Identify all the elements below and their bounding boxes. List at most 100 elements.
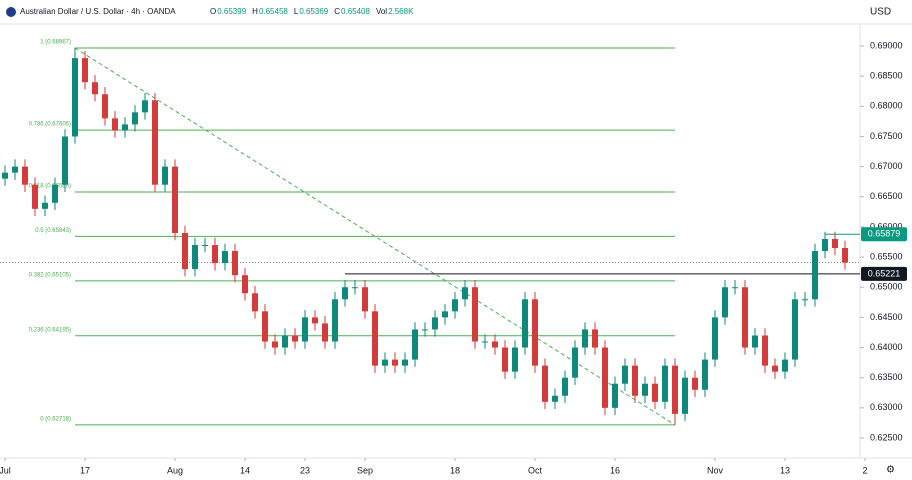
candle-body bbox=[52, 184, 58, 203]
y-tick-label: 0.64000 bbox=[870, 342, 903, 352]
y-tick-label: 0.65000 bbox=[870, 282, 903, 292]
candle-body bbox=[432, 317, 438, 330]
ohlc-key: Vol bbox=[376, 7, 387, 16]
candle-body bbox=[562, 377, 568, 396]
candle-body bbox=[32, 184, 38, 209]
candle-body bbox=[692, 377, 698, 390]
candle-body bbox=[232, 251, 238, 276]
candle-body bbox=[332, 299, 338, 342]
candle-body bbox=[592, 329, 598, 348]
fib-label: 1 (0.68967) bbox=[40, 40, 71, 46]
candle-body bbox=[642, 383, 648, 396]
candle-body bbox=[202, 245, 208, 247]
candle-body bbox=[372, 311, 378, 366]
candle-body bbox=[152, 100, 158, 185]
ohlc-value: 0.65408 bbox=[341, 7, 370, 16]
candle-body bbox=[722, 287, 728, 318]
candle-body bbox=[252, 293, 258, 312]
ohlc-value: 2.568K bbox=[388, 7, 414, 16]
y-tick-label: 0.66500 bbox=[870, 191, 903, 201]
candle-body bbox=[92, 82, 98, 95]
candle-body bbox=[62, 136, 68, 185]
candle-body bbox=[412, 329, 418, 360]
x-tick-label: 16 bbox=[610, 465, 620, 475]
y-tick-label: 0.63000 bbox=[870, 402, 903, 412]
candle-body bbox=[452, 299, 458, 312]
candle-body bbox=[352, 287, 358, 289]
x-tick-label: Jul bbox=[0, 465, 11, 475]
ohlc-key: H bbox=[252, 7, 258, 16]
candle-body bbox=[652, 383, 658, 402]
fib-label: 0.786 (0.67605) bbox=[29, 122, 71, 128]
candle-body bbox=[632, 365, 638, 396]
candle-body bbox=[522, 299, 528, 348]
ohlc-value: 0.65369 bbox=[299, 7, 328, 16]
candle-body bbox=[712, 317, 718, 360]
candle-body bbox=[602, 347, 608, 408]
candle-body bbox=[112, 118, 118, 131]
level-price-box bbox=[861, 266, 907, 281]
candle-body bbox=[482, 341, 488, 343]
candle-body bbox=[12, 166, 18, 173]
candle-body bbox=[782, 359, 788, 372]
candle-body bbox=[2, 172, 8, 179]
candle-body bbox=[132, 112, 138, 125]
candle-body bbox=[752, 335, 758, 348]
x-tick-label: 2 bbox=[862, 465, 867, 475]
candle-body bbox=[392, 359, 398, 366]
ohlc-value: 0.65399 bbox=[217, 7, 246, 16]
candle-body bbox=[812, 251, 818, 300]
y-tick-label: 0.64500 bbox=[870, 312, 903, 322]
level-price-label: 0.65221 bbox=[868, 268, 901, 278]
candle-body bbox=[822, 238, 828, 252]
candle-body bbox=[492, 341, 498, 348]
candle-body bbox=[742, 287, 748, 348]
candle-body bbox=[182, 232, 188, 270]
candle-body bbox=[402, 359, 408, 366]
candle-body bbox=[842, 248, 848, 263]
candle-body bbox=[582, 329, 588, 348]
ohlc-key: C bbox=[334, 7, 340, 16]
candle-body bbox=[162, 166, 168, 185]
y-tick-label: 0.66000 bbox=[870, 221, 903, 231]
symbol-icon bbox=[6, 7, 16, 17]
candle-body bbox=[542, 365, 548, 402]
candle-body bbox=[442, 311, 448, 318]
candle-body bbox=[382, 359, 388, 366]
y-tick-label: 0.67500 bbox=[870, 131, 903, 141]
candle-body bbox=[82, 58, 88, 83]
candle-body bbox=[302, 317, 308, 342]
candle-body bbox=[702, 359, 708, 390]
fib-label: 0.382 (0.65105) bbox=[29, 272, 71, 278]
settings-icon[interactable]: ⚙ bbox=[886, 465, 895, 476]
y-tick-label: 0.63500 bbox=[870, 372, 903, 382]
currency[interactable]: USD bbox=[870, 7, 891, 18]
candle-body bbox=[42, 202, 48, 209]
candle-body bbox=[472, 287, 478, 342]
candle-body bbox=[532, 299, 538, 366]
candle-body bbox=[612, 383, 618, 408]
x-tick-label: 17 bbox=[80, 465, 90, 475]
candle-body bbox=[662, 365, 668, 402]
y-tick-label: 0.68000 bbox=[870, 101, 903, 111]
ohlc-readout: O 0.65399 H 0.65458 L 0.65369 C 0.65408 Vol 2.568… bbox=[210, 7, 414, 16]
candle-body bbox=[72, 58, 78, 137]
candle-body bbox=[342, 287, 348, 300]
candle-body bbox=[212, 245, 218, 264]
x-tick-label: 14 bbox=[240, 465, 250, 475]
candle-body bbox=[122, 124, 128, 131]
candle-body bbox=[312, 317, 318, 324]
candle-body bbox=[512, 347, 518, 372]
candle-body bbox=[682, 377, 688, 414]
x-tick-label: 18 bbox=[450, 465, 460, 475]
y-tick-label: 0.67000 bbox=[870, 161, 903, 171]
ohlc-value: 0.65458 bbox=[259, 7, 288, 16]
candle-body bbox=[572, 347, 578, 378]
y-tick-label: 0.62500 bbox=[870, 432, 903, 442]
level-price-box bbox=[861, 227, 907, 242]
candle-body bbox=[832, 238, 838, 249]
x-tick-label: Sep bbox=[357, 465, 373, 475]
candle-body bbox=[762, 335, 768, 366]
y-tick-label: 0.68500 bbox=[870, 71, 903, 81]
